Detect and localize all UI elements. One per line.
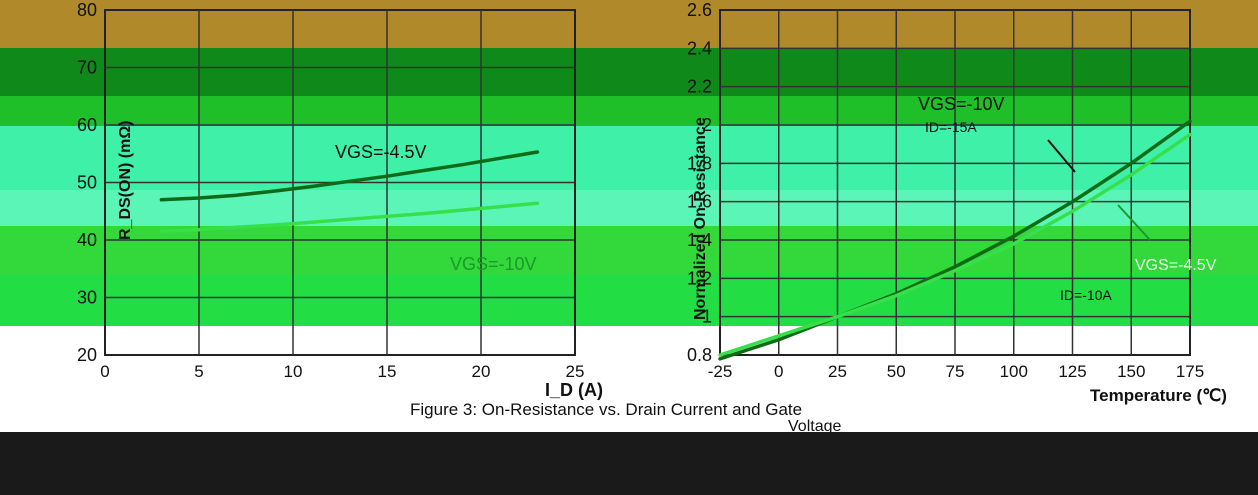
left-ylabel: R_DS(ON) (mΩ) — [117, 121, 134, 241]
left-xtick-label: 5 — [194, 362, 203, 378]
right-xtick-label: 175 — [1176, 362, 1204, 378]
left-xlabel: I_D (A) — [545, 380, 603, 400]
right-ann-vgs10: VGS=-10V — [918, 94, 1005, 114]
band-dark-green — [0, 48, 1258, 96]
right-xtick-label: 25 — [828, 362, 847, 378]
left-ytick-label: 30 — [77, 288, 97, 308]
left-chart: 20 30 40 50 60 70 80 0 5 10 15 20 25 VGS=-4.5V VGS=-… — [77, 0, 584, 378]
band-mint — [0, 126, 1258, 190]
right-ytick-label: 1.2 — [687, 268, 712, 288]
left-ytick-label: 50 — [77, 173, 97, 193]
right-xtick-label: 0 — [774, 362, 783, 378]
left-xtick-label: 10 — [284, 362, 303, 378]
right-ytick-label: 2 — [702, 115, 712, 135]
left-ann-vgs10: VGS=-10V — [450, 254, 537, 274]
left-ticks: 20 30 40 50 60 70 80 0 5 10 15 20 25 — [77, 0, 584, 378]
figure-caption-voltage: Voltage — [788, 418, 842, 435]
left-series-line — [159, 150, 540, 202]
left-grid — [105, 10, 575, 355]
band-white — [0, 326, 1258, 378]
left-ytick-label: 80 — [77, 0, 97, 20]
left-xtick-label: 0 — [100, 362, 109, 378]
band-green — [0, 96, 1258, 126]
right-ytick-label: 1.6 — [687, 192, 712, 212]
left-ytick-label: 40 — [77, 230, 97, 250]
right-arrow-2 — [1117, 204, 1151, 241]
right-grid — [720, 10, 1190, 355]
bottom-strip — [0, 432, 1258, 495]
figure-caption: Figure 3: On-Resistance vs. Drain Curren… — [410, 400, 803, 419]
right-series-line — [718, 132, 1192, 357]
right-ann-id15: ID=-15A — [925, 119, 977, 135]
left-series-line — [159, 201, 540, 234]
right-ann-vgs45: VGS=-4.5V — [1135, 257, 1217, 274]
right-ylabel: Normalized On-Resistance — [692, 117, 709, 320]
left-ytick-label: 70 — [77, 58, 97, 78]
right-series-line — [718, 119, 1192, 361]
right-ytick-label: 0.8 — [687, 345, 712, 365]
right-arrow-1 — [1047, 139, 1076, 173]
right-ytick-label: 1.4 — [687, 230, 712, 250]
right-xtick-label: 50 — [887, 362, 906, 378]
right-xtick-label: -25 — [708, 362, 733, 378]
caption-area: I_D (A) Temperature (℃) Figure 3: On-Res… — [0, 378, 1258, 435]
right-ann-id10: ID=-10A — [1060, 287, 1112, 303]
right-ticks: 0.8 1 1.2 1.4 1.6 1.8 2 2.2 2.4 2.6 -25 0 25 50 75 100 1… — [687, 0, 1204, 378]
right-xtick-label: 150 — [1117, 362, 1145, 378]
right-xtick-label: 100 — [1000, 362, 1028, 378]
right-ytick-label: 2.2 — [687, 77, 712, 97]
right-ytick-label: 2.4 — [687, 38, 712, 58]
right-xlabel: Temperature (℃) — [1090, 386, 1227, 405]
right-ytick-label: 1.8 — [687, 153, 712, 173]
left-series — [159, 150, 540, 234]
left-xtick-label: 25 — [566, 362, 585, 378]
band-lime — [0, 226, 1258, 274]
right-ytick-label: 1 — [702, 307, 712, 327]
band-top — [0, 0, 1258, 48]
left-ann-vgs45: VGS=-4.5V — [335, 142, 427, 162]
right-ytick-label: 2.6 — [687, 0, 712, 20]
left-xtick-label: 15 — [378, 362, 397, 378]
right-series — [718, 119, 1192, 361]
right-xtick-label: 125 — [1058, 362, 1086, 378]
right-xtick-label: 75 — [946, 362, 965, 378]
right-chart: 0.8 1 1.2 1.4 1.6 1.8 2 2.2 2.4 2.6 -25 0 25 50 75 100 1… — [687, 0, 1217, 378]
left-xtick-label: 20 — [472, 362, 491, 378]
left-ytick-label: 20 — [77, 345, 97, 365]
left-ytick-label: 60 — [77, 115, 97, 135]
